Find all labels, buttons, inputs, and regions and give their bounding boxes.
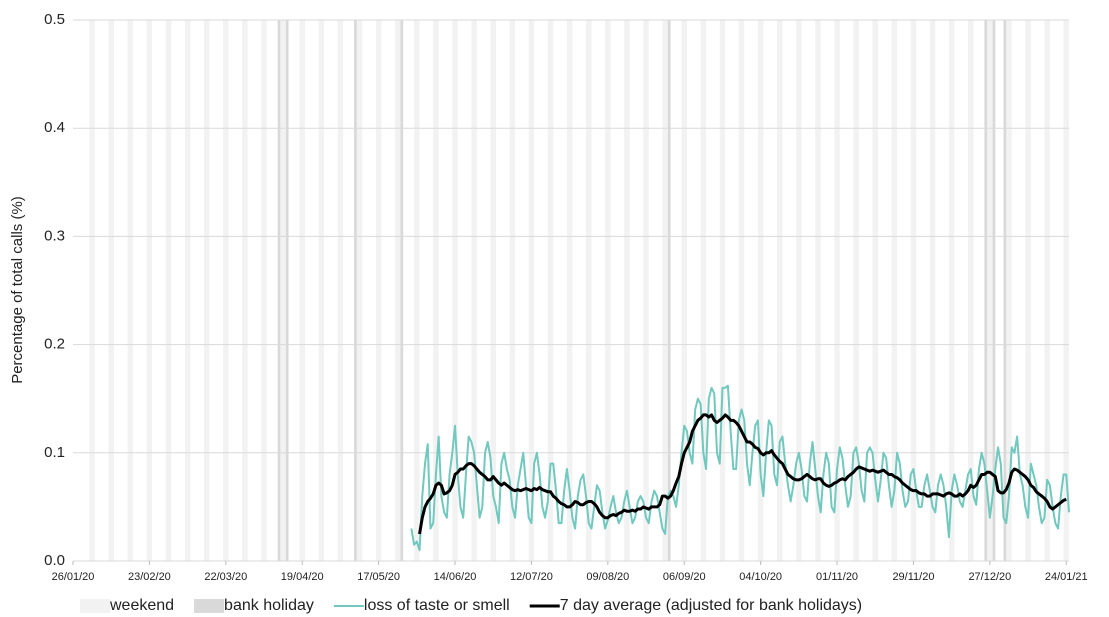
weekend-band [1025,20,1031,561]
weekend-band [547,20,554,561]
weekend-band [299,20,305,561]
weekend-band [337,20,344,561]
weekend-band [738,20,745,561]
weekend-band [433,20,439,561]
legend-swatch [194,599,225,613]
weekend-band [910,20,917,561]
weekend-band [414,20,420,561]
legend-label: 7 day average (adjusted for bank holiday… [560,597,862,614]
weekend-band [471,20,477,561]
weekend-band [528,20,535,561]
weekend-band [853,20,859,561]
weekend-band [662,20,668,561]
x-tick-label: 29/11/20 [892,571,934,583]
x-tick-label: 06/09/20 [663,571,706,583]
bank-holiday-band [400,20,404,561]
legend-swatch [80,599,110,613]
weekend-band [566,20,573,561]
weekend-band [968,20,974,561]
lines [410,384,1070,552]
series-line [418,413,1067,535]
weekend-band [929,20,936,561]
weekend-band [757,20,764,561]
weekend-band [127,20,134,561]
weekend-band [394,20,401,561]
x-tick-label: 04/10/20 [739,571,782,583]
weekend-band [719,20,726,561]
bank-holiday-band [992,20,996,561]
bank-holiday-band [354,20,357,561]
weekend-band [223,20,229,561]
weekend-band [891,20,898,561]
x-tick-label: 14/06/20 [434,571,477,583]
y-tick-label: 0.0 [44,552,65,569]
weekend-band [490,20,496,561]
legend-label: bank holiday [224,597,314,614]
series-line [410,384,1070,552]
weekend-band [203,20,210,561]
x-tick-label: 09/08/20 [586,571,629,583]
weekend-band [242,20,248,561]
weekend-band [815,20,821,561]
x-tick-label: 01/11/20 [816,571,858,583]
weekend-band [643,20,649,561]
weekend-band [165,20,172,561]
weekend-band [624,20,630,561]
bank-holiday-band [984,20,988,561]
y-tick-label: 0.1 [44,444,65,461]
legend-label: loss of taste or smell [364,597,510,614]
weekend-band [375,20,382,561]
x-tick-label: 22/03/20 [204,571,247,583]
weekend-band [452,20,458,561]
bank-holiday-band [285,20,289,561]
weekend-band [834,20,840,561]
weekend-band [108,20,114,561]
y-tick-label: 0.4 [44,119,65,136]
weekend-band [356,20,363,561]
weekend-band [184,20,191,561]
background-bands [89,20,1069,561]
y-tick-label: 0.3 [44,227,65,244]
weekend-band [872,20,878,561]
bank-holiday-band [1003,20,1007,561]
weekend-band [1006,20,1012,561]
bank-holiday-band [277,20,281,561]
weekend-band [89,20,95,561]
x-tick-label: 23/02/20 [128,571,171,583]
weekend-band [586,20,592,561]
labels: 0.0 0.1 0.2 0.3 0.4 0.5 26/01/20 23/02/20 22/03/… [44,11,1088,614]
weekend-band [1044,20,1050,561]
bank-holiday-band [667,20,671,561]
weekend-band [777,20,783,561]
weekend-band [280,20,286,561]
y-tick-label: 0.2 [44,336,65,353]
weekend-band [146,20,153,561]
y-axis-label: Percentage of total calls (%) [9,196,26,384]
weekend-band [681,20,687,561]
weekend-band [796,20,802,561]
y-tick-label: 0.5 [44,11,65,28]
grid [72,19,1069,565]
x-tick-label: 17/05/20 [357,571,400,583]
weekend-band [700,20,707,561]
weekend-band [509,20,516,561]
weekend-band [261,20,267,561]
weekend-band [1063,20,1069,561]
weekend-band [987,20,993,561]
weekend-band [318,20,325,561]
x-tick-label: 27/12/20 [968,571,1011,583]
x-tick-label: 24/01/21 [1045,571,1088,583]
x-tick-label: 19/04/20 [281,571,324,583]
weekend-band [948,20,955,561]
x-tick-label: 26/01/20 [52,571,95,583]
weekend-band [605,20,611,561]
x-tick-label: 12/07/20 [510,571,553,583]
legend-label: weekend [109,597,174,614]
